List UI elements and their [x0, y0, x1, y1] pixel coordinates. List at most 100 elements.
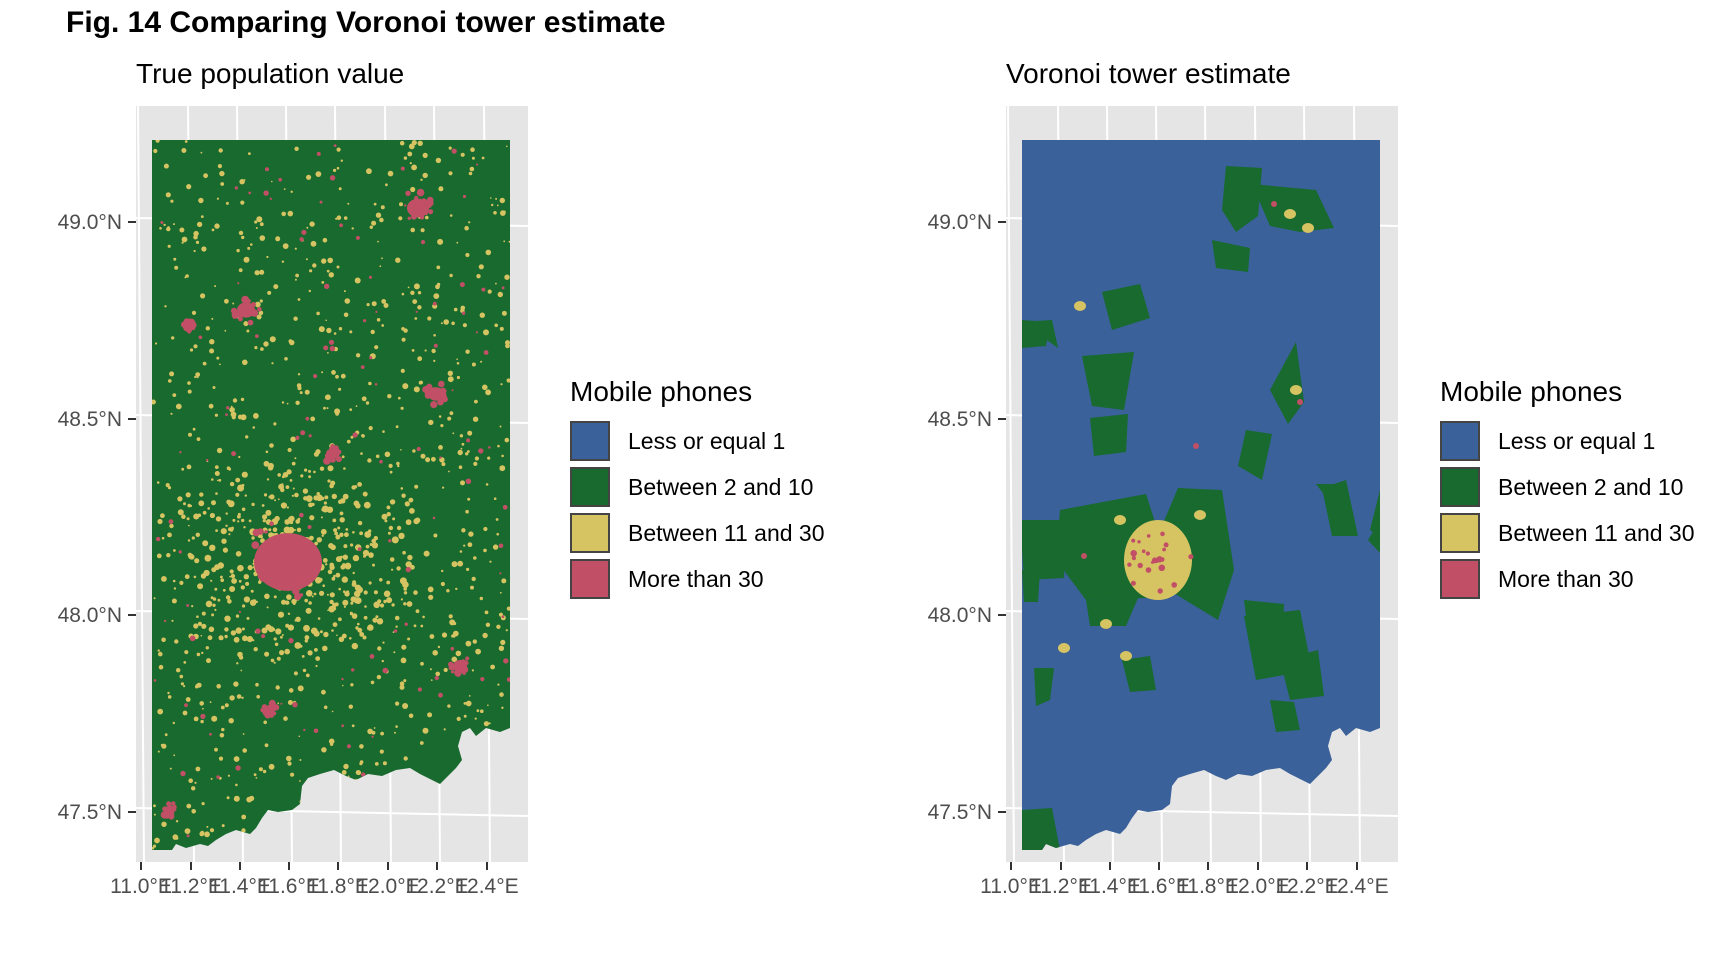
settlement-dot: [449, 214, 453, 217]
settlement-dot: [403, 591, 408, 595]
settlement-dot: [258, 310, 264, 316]
settlement-dot: [492, 835, 495, 839]
urban-dot: [448, 661, 454, 668]
settlement-dot: [252, 562, 255, 565]
y-tick-label: 49.0°N: [58, 211, 122, 234]
settlement-dot: [275, 628, 282, 635]
settlement-dot: [235, 477, 241, 483]
voronoi-cell: [1244, 610, 1312, 680]
settlement-dot: [347, 820, 351, 824]
urban-dot: [438, 380, 445, 388]
settlement-dot: [339, 511, 344, 516]
settlement-dot: [383, 599, 387, 604]
settlement-dot: [263, 562, 269, 569]
settlement-dot: [196, 221, 203, 228]
settlement-dot: [468, 826, 472, 831]
x-tick-label: 12.4°E: [455, 875, 518, 898]
settlement-dot: [393, 651, 396, 654]
swatch-more-than-30: [1440, 559, 1480, 599]
settlement-dot: [306, 543, 312, 550]
settlement-dot: [332, 622, 338, 627]
settlement-dot: [211, 228, 215, 232]
urban-dot: [432, 516, 436, 520]
settlement-dot: [200, 830, 205, 835]
settlement-dot: [299, 759, 302, 761]
settlement-dot: [273, 284, 279, 290]
urban-dot: [335, 456, 342, 463]
settlement-dot: [205, 600, 213, 608]
settlement-dot: [487, 704, 489, 706]
settlement-dot: [171, 598, 177, 604]
settlement-dot: [410, 186, 416, 193]
settlement-dot: [279, 532, 286, 538]
settlement-dot: [233, 636, 240, 643]
settlement-dot: [355, 626, 359, 630]
settlement-dot: [465, 252, 470, 258]
settlement-dot: [271, 180, 273, 183]
settlement-dot: [243, 596, 250, 603]
settlement-dot: [408, 713, 414, 719]
voronoi-cell-yellow: [1058, 643, 1070, 653]
settlement-dot: [288, 515, 295, 522]
y-tick-label: 47.5°N: [58, 801, 122, 824]
urban-dot: [361, 772, 366, 777]
settlement-dot: [265, 624, 272, 631]
settlement-dot: [443, 667, 448, 673]
settlement-dot: [294, 584, 300, 589]
settlement-dot: [384, 451, 391, 458]
voronoi-cell-red: [1155, 559, 1159, 564]
settlement-dot: [170, 199, 174, 203]
settlement-dot: [420, 818, 426, 824]
urban-dot: [414, 195, 419, 201]
settlement-dot: [331, 629, 334, 632]
x-tick-label: 11.0°E: [980, 875, 1042, 898]
voronoi-cell: [1244, 600, 1284, 650]
settlement-dot: [229, 527, 234, 532]
settlement-dot: [201, 623, 207, 629]
settlement-dot: [269, 494, 275, 500]
settlement-dot: [377, 646, 382, 651]
swatch-less-or-equal-1: [570, 421, 610, 461]
settlement-dot: [193, 344, 198, 349]
urban-dot: [459, 282, 465, 288]
settlement-dot: [240, 585, 245, 590]
voronoi-cell: [1238, 430, 1272, 480]
settlement-dot: [230, 411, 237, 418]
settlement-dot: [172, 579, 176, 583]
voronoi-cell: [1212, 240, 1250, 272]
urban-dot: [357, 547, 362, 552]
settlement-dot: [424, 808, 427, 812]
settlement-dot: [330, 480, 336, 486]
settlement-dot: [265, 543, 269, 546]
settlement-dot: [506, 378, 510, 383]
settlement-dot: [266, 567, 272, 573]
urban-dot: [379, 459, 383, 464]
urban-dot: [261, 704, 268, 710]
settlement-dot: [184, 651, 187, 653]
settlement-dot: [160, 743, 164, 747]
settlement-dot: [400, 406, 404, 410]
urban-dot: [298, 577, 302, 581]
settlement-dot: [403, 756, 408, 761]
legend-item-between-11-and-30: Between 11 and 30: [570, 510, 825, 556]
settlement-dot: [296, 383, 302, 388]
settlement-dot: [327, 257, 334, 264]
settlement-dot: [183, 685, 186, 688]
settlement-dot: [349, 637, 352, 640]
settlement-dot: [366, 168, 372, 175]
settlement-dot: [504, 827, 507, 830]
settlement-dot: [253, 562, 258, 567]
urban-dot: [432, 301, 437, 306]
region-detail: [152, 140, 510, 850]
settlement-dot: [400, 368, 405, 373]
settlement-dot: [208, 403, 214, 409]
voronoi-cell-yellow: [1290, 385, 1302, 395]
settlement-dot: [397, 396, 401, 400]
settlement-dot: [250, 243, 253, 246]
urban-dot: [329, 175, 336, 181]
settlement-dot: [381, 513, 388, 520]
settlement-dot: [473, 461, 478, 466]
settlement-dot: [359, 531, 363, 536]
urban-dot: [271, 705, 278, 711]
x-tick-label: 11.8°E: [1177, 875, 1239, 898]
